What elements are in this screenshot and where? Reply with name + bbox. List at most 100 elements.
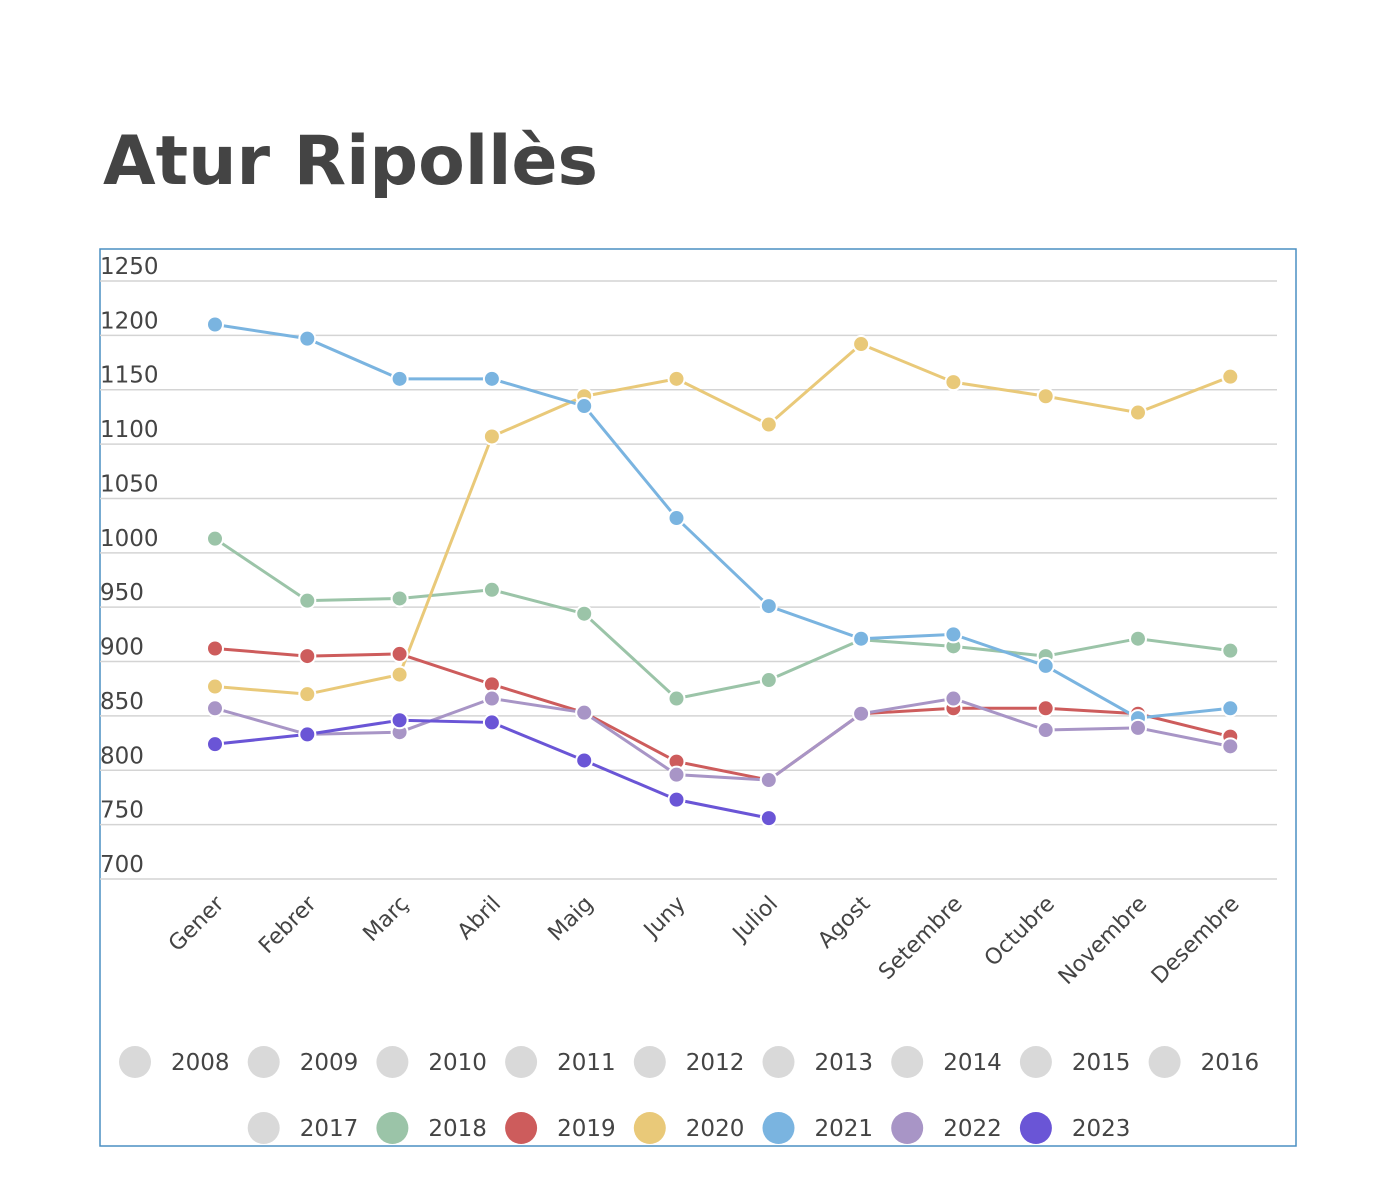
legend-swatch [633, 1112, 666, 1144]
legend-label: 2011 [557, 1050, 616, 1076]
legend-label: 2022 [943, 1116, 1002, 1142]
data-point [759, 809, 778, 828]
data-point [482, 369, 501, 388]
legend-item: 2019 [505, 1112, 616, 1144]
legend-label: 2017 [300, 1116, 359, 1142]
data-point [575, 604, 594, 623]
legend-item: 2013 [762, 1046, 874, 1078]
legend-label: 2009 [300, 1050, 359, 1076]
data-point [1129, 718, 1147, 737]
x-tick-label: Maig [544, 892, 599, 947]
data-point [1221, 367, 1240, 386]
legend-item: 2010 [376, 1046, 487, 1078]
y-tick-label: 1050 [100, 471, 159, 497]
x-tick-label: Abril [453, 892, 506, 945]
data-point [298, 591, 317, 610]
data-point [390, 589, 409, 608]
legend-label: 2013 [815, 1050, 874, 1076]
y-tick-label: 950 [100, 580, 144, 606]
data-point [482, 689, 501, 708]
data-point [298, 647, 317, 666]
data-point [206, 315, 224, 334]
data-point [390, 369, 409, 388]
data-point [944, 689, 963, 708]
data-point [667, 369, 686, 388]
data-point [390, 711, 409, 730]
data-point [852, 335, 871, 354]
data-point [944, 373, 963, 392]
x-tick-label: Febrer [254, 891, 322, 959]
legend-item: 2021 [762, 1112, 873, 1144]
series-line [214, 537, 1231, 701]
legend-item: 2012 [633, 1046, 745, 1078]
chart-frame [99, 248, 1297, 1147]
data-point [575, 751, 594, 770]
legend-label: 2023 [1072, 1116, 1131, 1142]
legend-swatch [119, 1046, 151, 1078]
legend-swatch [376, 1112, 409, 1144]
data-point [1221, 737, 1240, 756]
legend-label: 2012 [686, 1050, 745, 1076]
chart-title: Atur Ripollès [103, 122, 598, 201]
data-point [1129, 403, 1147, 422]
legend-label: 2008 [171, 1050, 230, 1076]
data-point [944, 625, 963, 644]
legend-label: 2016 [1201, 1050, 1260, 1076]
x-tick-label: Setembre [874, 892, 967, 985]
legend-item: 2017 [247, 1112, 359, 1144]
data-point [1036, 656, 1055, 675]
data-point [667, 689, 686, 708]
data-point [390, 644, 409, 663]
x-tick-label: Agost [813, 891, 875, 953]
y-tick-label: 1250 [100, 254, 159, 280]
legend-item: 2020 [633, 1112, 745, 1144]
legend-swatch [762, 1046, 795, 1078]
y-tick-label: 1100 [100, 417, 159, 443]
data-point [759, 415, 778, 434]
data-point [390, 665, 409, 684]
legend-swatch [247, 1046, 280, 1078]
legend-label: 2019 [557, 1116, 616, 1142]
data-point [1129, 629, 1147, 648]
series-line [214, 323, 1231, 720]
data-point [1036, 387, 1055, 406]
legend-label: 2020 [686, 1116, 745, 1142]
x-tick-label: Juliol [727, 892, 783, 948]
legend-swatch [505, 1112, 538, 1144]
data-point [1036, 721, 1055, 740]
y-tick-label: 700 [100, 852, 144, 878]
x-tick-label: Octubre [980, 892, 1060, 972]
data-point [759, 771, 778, 790]
y-tick-label: 850 [100, 689, 144, 715]
data-point [1036, 699, 1055, 718]
x-tick-label: Novembre [1054, 892, 1152, 990]
y-tick-label: 900 [100, 635, 144, 661]
legend-swatch [891, 1046, 924, 1078]
data-point [667, 765, 686, 784]
data-point [852, 629, 871, 648]
legend-swatch [633, 1046, 666, 1078]
data-point [482, 713, 501, 732]
y-tick-label: 1150 [100, 363, 159, 389]
series-line [214, 696, 1231, 782]
legend-swatch [1019, 1112, 1052, 1144]
x-tick-label: Gener [164, 891, 230, 957]
legend-item: 2022 [891, 1112, 1002, 1144]
data-point [482, 427, 501, 446]
legend-label: 2015 [1072, 1050, 1131, 1076]
legend-swatch [891, 1112, 924, 1144]
data-point [206, 639, 224, 658]
legend-swatch [505, 1046, 538, 1078]
legend-swatch [762, 1112, 795, 1144]
y-tick-label: 800 [100, 743, 144, 769]
data-point [206, 699, 224, 718]
x-tick-label: Juny [638, 892, 691, 945]
data-point [298, 685, 317, 704]
legend-label: 2010 [428, 1050, 487, 1076]
data-point [206, 677, 224, 696]
data-point [206, 529, 224, 548]
y-tick-label: 1200 [100, 308, 159, 334]
data-point [667, 790, 686, 809]
data-point [298, 329, 317, 348]
